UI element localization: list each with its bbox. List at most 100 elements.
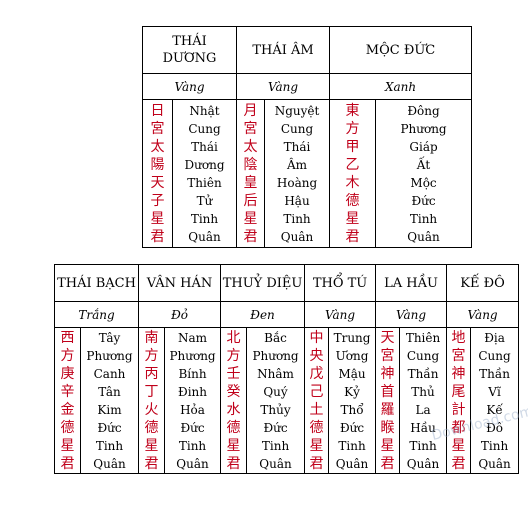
- vietnamese-reading-cell: Địa Cung Thần Vĩ Kế Đô Tinh Quân: [470, 327, 520, 474]
- han-character: 君: [345, 228, 360, 245]
- vietnamese-word: Nhâm: [257, 366, 294, 381]
- han-character: 首: [380, 383, 395, 400]
- vietnamese-word: Địa: [484, 330, 505, 345]
- star-title-cell: THÁI BẠCH: [53, 264, 140, 302]
- star-color-cell: Vàng: [304, 301, 377, 328]
- han-character: 子: [150, 192, 165, 209]
- vietnamese-word: Quân: [280, 229, 314, 244]
- vietnamese-word: Quân: [176, 456, 209, 471]
- han-character: 丙: [144, 365, 159, 382]
- vietnamese-word: Tây: [98, 330, 121, 345]
- star-color-cell: Trắng: [53, 301, 140, 328]
- vietnamese-word: Tinh: [178, 438, 207, 453]
- han-character: 君: [150, 228, 165, 245]
- han-characters-cell: 北方壬癸水德星君: [220, 327, 248, 474]
- star-title-cell: THUỶ DIỆU: [220, 264, 306, 302]
- vietnamese-word: Hoàng: [276, 175, 318, 190]
- vietnamese-word: Quân: [478, 456, 511, 471]
- star-title-cell: LA HẦU: [375, 264, 448, 302]
- vietnamese-word: Quân: [407, 229, 440, 244]
- vietnamese-word: Tân: [98, 384, 121, 399]
- han-character: 羅: [380, 401, 395, 418]
- han-characters-cell: 天宮神首羅睺星君: [375, 327, 401, 474]
- han-character: 君: [451, 455, 466, 472]
- han-character: 南: [144, 329, 159, 346]
- han-character: 計: [451, 401, 466, 418]
- vietnamese-word: Âm: [286, 157, 308, 172]
- vietnamese-word: Phương: [86, 348, 133, 363]
- star-title-text: THÁI: [172, 34, 207, 49]
- han-character: 太: [150, 138, 165, 155]
- han-character: 庚: [60, 365, 75, 382]
- vietnamese-word: Thổ: [340, 402, 364, 417]
- han-character: 德: [60, 419, 75, 436]
- han-character: 火: [144, 401, 159, 418]
- vietnamese-reading-cell: Tây Phương Canh Tân Kim Đức Tinh Quân: [79, 327, 140, 474]
- vietnamese-word: Dương: [184, 157, 225, 172]
- star-color-cell: Vàng: [141, 73, 238, 100]
- han-character: 己: [309, 383, 324, 400]
- vietnamese-word: Kỷ: [344, 384, 360, 399]
- vietnamese-word: Quân: [335, 456, 369, 471]
- color-row: Vàng Vàng Xanh: [141, 73, 473, 100]
- han-characters-cell: 日宮太陽天子星君: [142, 99, 173, 248]
- color-row: Trắng Đỏ Đen Vàng Vàng Vàng: [53, 301, 520, 328]
- bottom-star-table: THÁI BẠCH VÂN HÁN THUỶ DIỆU THỔ TÚ LA HẦU KẾ …: [53, 264, 520, 474]
- vietnamese-word: Tinh: [261, 438, 290, 453]
- title-row: THÁI DƯƠNG THÁI ÂM MỘC ĐỨC: [141, 26, 473, 74]
- star-title-text: LA HẦU: [384, 275, 438, 291]
- han-character: 宮: [243, 120, 258, 137]
- vietnamese-reading-cell: Thiên Cung Thần Thủ La Hầu Tinh Quân: [399, 327, 448, 474]
- vietnamese-word: Tinh: [95, 438, 124, 453]
- vietnamese-word: Tinh: [190, 211, 219, 226]
- han-character: 北: [226, 329, 241, 346]
- star-color-cell: Vàng: [236, 73, 331, 100]
- vietnamese-word: Cung: [406, 348, 440, 363]
- han-character: 癸: [226, 383, 241, 400]
- han-character: 星: [226, 437, 241, 454]
- han-character: 星: [309, 437, 324, 454]
- star-title-text: VÂN HÁN: [146, 275, 213, 291]
- han-character: 地: [451, 329, 466, 346]
- han-character: 尾: [451, 383, 466, 400]
- star-color-cell: Xanh: [329, 73, 473, 100]
- han-characters-cell: 西方庚辛金德星君: [54, 327, 81, 474]
- vietnamese-word: Cung: [280, 121, 314, 136]
- han-character: 皇: [243, 174, 258, 191]
- vietnamese-word: Đinh: [178, 384, 208, 399]
- vietnamese-word: Mậu: [338, 366, 366, 381]
- han-character: 君: [309, 455, 324, 472]
- star-title-cell: VÂN HÁN: [138, 264, 222, 302]
- star-title-text: DƯƠNG: [162, 51, 217, 66]
- han-character: 金: [60, 401, 75, 418]
- vietnamese-word: Quân: [93, 456, 126, 471]
- vietnamese-word: Quý: [263, 384, 288, 399]
- star-title-cell: THÁI ÂM: [236, 26, 331, 74]
- han-character: 德: [309, 419, 324, 436]
- vietnamese-word: Canh: [93, 366, 126, 381]
- vietnamese-word: Phương: [252, 348, 299, 363]
- invocation-row: 西方庚辛金德星君 Tây Phương Canh Tân Kim Đức Tinh Quân 南方…: [54, 327, 520, 474]
- vietnamese-word: Nguyệt: [274, 103, 320, 118]
- han-character: 中: [309, 329, 324, 346]
- vietnamese-word: Tinh: [409, 438, 437, 453]
- vietnamese-word: Thiên: [405, 330, 441, 345]
- vietnamese-word: Phương: [400, 121, 447, 136]
- star-title-cell: MỘC ĐỨC: [329, 26, 473, 74]
- vietnamese-word: Tử: [196, 193, 213, 208]
- vietnamese-word: Đô: [486, 420, 503, 435]
- vietnamese-reading-cell: Đông Phương Giáp Ất Mộc Đức Tinh Quân: [375, 99, 473, 248]
- star-color-cell: Vàng: [375, 301, 448, 328]
- han-character: 天: [150, 174, 165, 191]
- vietnamese-reading-cell: Bắc Phương Nhâm Quý Thủy Đức Tinh Quân: [246, 327, 306, 474]
- han-character: 德: [144, 419, 159, 436]
- han-character: 都: [451, 419, 466, 436]
- han-character: 德: [226, 419, 241, 436]
- vietnamese-word: Thủy: [260, 402, 291, 417]
- star-color-cell: Đỏ: [138, 301, 222, 328]
- star-color-cell: Vàng: [446, 301, 520, 328]
- han-character: 星: [150, 210, 165, 227]
- vietnamese-word: Cung: [188, 121, 221, 136]
- han-character: 方: [226, 347, 241, 364]
- vietnamese-word: Bắc: [264, 330, 287, 345]
